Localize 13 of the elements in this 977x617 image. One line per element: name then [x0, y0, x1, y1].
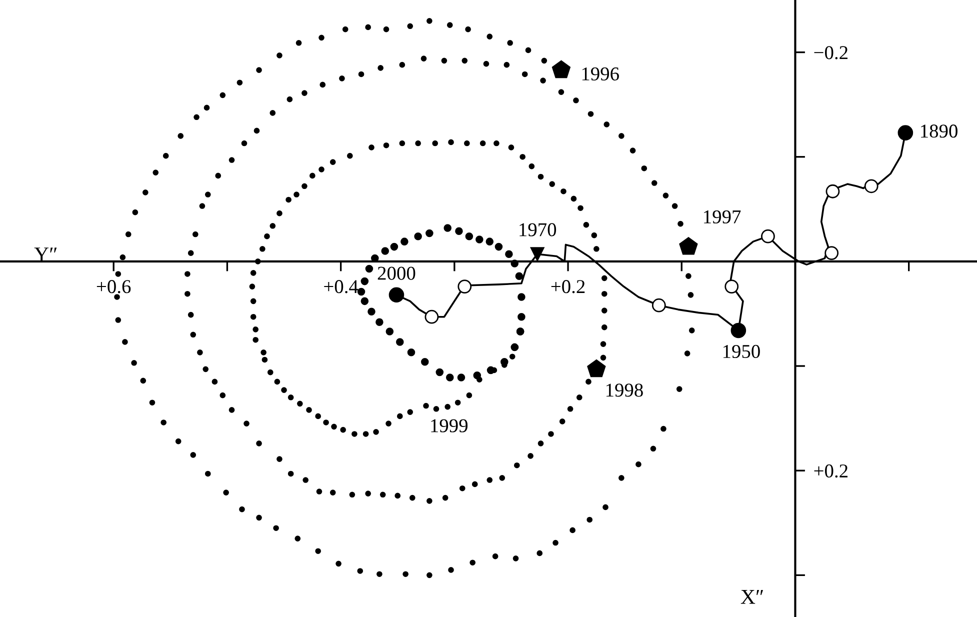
annotation: 1950 [723, 344, 760, 358]
y-tick-label: −0.2 [814, 46, 848, 60]
x-tick-label: +0.4 [324, 280, 358, 294]
annotation: 1890 [921, 124, 958, 138]
annotation: 1999 [431, 419, 468, 432]
annotation: 1997 [704, 210, 741, 224]
y-axis-title: X″ [740, 590, 764, 604]
annotation: 1970 [520, 223, 556, 236]
annotation: 1998 [606, 384, 643, 397]
x-tick-label: +0.6 [96, 280, 131, 294]
annotation: 1996 [582, 67, 619, 80]
x-tick-label: +0.2 [551, 280, 585, 294]
annotation: 2000 [378, 266, 416, 280]
